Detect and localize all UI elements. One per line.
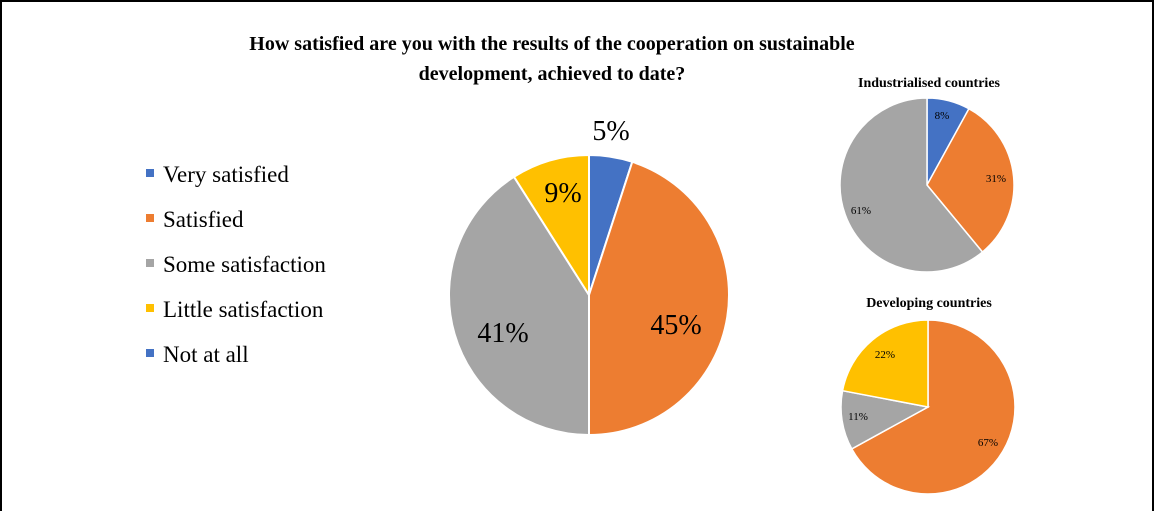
legend-label-little-satisfaction: Little satisfaction [163,297,324,322]
developing-pie-label-some-satisfaction: 11% [848,411,868,423]
legend-swatch-some-satisfaction [146,259,154,267]
main-pie-label-some-satisfaction: 41% [477,318,528,349]
industrialised-pie-label-some-satisfaction: 61% [851,205,871,217]
pie-dev-slice-little-satisfaction [841,319,929,408]
legend-label-very-satisfied: Very satisfied [163,162,289,187]
main-pie [448,153,730,437]
pie-dev-slice-satisfied [850,319,1016,495]
main-pie-label-very-satisfied: 5% [592,116,629,147]
pie-ind-slice-some-satisfaction [839,97,984,273]
main-legend: Very satisfied Satisfied Some satisfacti… [146,162,326,367]
main-pie-label-little-satisfaction: 9% [544,178,581,209]
legend-label-satisfied: Satisfied [163,207,244,232]
pie-main-slice-satisfied [588,160,730,437]
pie-ind-slice-satisfied [926,107,1015,254]
legend-swatch-satisfied [146,214,154,222]
developing-pie-label-satisfied: 67% [978,437,998,449]
industrialised-pie [839,97,1015,273]
pie-main-slice-little-satisfaction [512,153,590,299]
legend-label-not-at-all: Not at all [163,342,249,367]
main-chart-title-line-2: development, achieved to date? [419,63,686,85]
legend-label-some-satisfaction: Some satisfaction [163,252,326,277]
developing-pie-label-little-satisfaction: 22% [875,349,895,361]
industrialised-pie-label-very-satisfied: 8% [935,110,950,122]
legend-swatch-not-at-all [146,349,154,357]
main-chart-title-line-1: How satisfied are you with the results o… [249,33,855,55]
legend-swatch-very-satisfied [146,169,154,177]
developing-pie [840,319,1016,495]
legend-swatch-little-satisfaction [146,304,154,312]
developing-pie-title: Developing countries [866,296,992,311]
main-pie-label-satisfied: 45% [650,310,701,341]
industrialised-pie-title: Industrialised countries [858,76,1001,91]
industrialised-pie-label-satisfied: 31% [986,173,1006,185]
